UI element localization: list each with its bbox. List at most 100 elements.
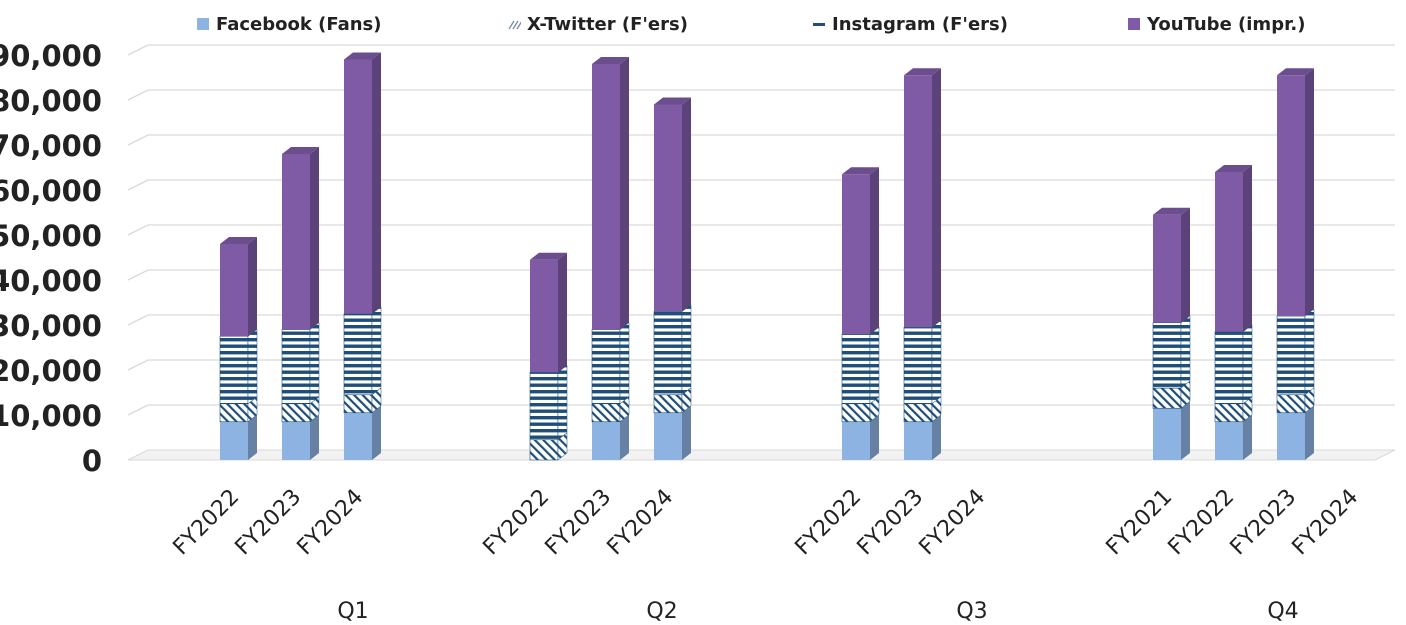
bar-segment (654, 97, 691, 312)
bar-side (681, 303, 692, 396)
x-tick-label: FY2023 (853, 485, 929, 561)
bar-segment (282, 147, 319, 330)
legend-swatch (1128, 18, 1140, 30)
y-tick-label: 0 (82, 444, 102, 478)
bars (219, 52, 1315, 461)
bar-side (1242, 324, 1253, 405)
y-tick-label: 90,000 (0, 39, 102, 73)
bar-side (1243, 165, 1252, 332)
bar-segment (343, 306, 382, 396)
y-tick-label: 70,000 (0, 129, 102, 163)
legend-label: Facebook (Fans) (216, 13, 382, 35)
bar-side (1243, 414, 1252, 460)
bar-top (1277, 68, 1314, 76)
bar-side (932, 68, 941, 328)
bar-front (841, 403, 871, 423)
x-tick-label: FY2021 (1102, 485, 1178, 561)
bar-top (1153, 207, 1190, 215)
bar-top (1215, 165, 1252, 172)
bar-front (1153, 214, 1181, 323)
bar-side (1181, 207, 1190, 323)
bar-front (653, 394, 683, 414)
y-tick-label: 60,000 (0, 174, 102, 208)
bar-side (1305, 405, 1314, 460)
bar-front (1215, 172, 1243, 332)
bar-front (282, 154, 310, 330)
bar-front (904, 75, 932, 328)
bar-side (309, 321, 320, 405)
x-tick-label: FY2024 (603, 485, 679, 561)
bar-side (1304, 308, 1315, 396)
gridline (127, 179, 1395, 191)
bar-front (219, 403, 249, 423)
chart-floor (127, 449, 1396, 461)
bar-side (869, 326, 880, 405)
bar-segment (591, 321, 630, 405)
gridline (127, 89, 1395, 101)
y-tick-label: 40,000 (0, 264, 102, 298)
bar-segment (904, 68, 941, 328)
gridline (127, 314, 1395, 326)
bar-side (931, 319, 942, 405)
bar-segment (841, 396, 880, 423)
bar-segment (654, 405, 691, 460)
bar-top (282, 147, 319, 154)
x-tick-label: FY2022 (791, 485, 867, 561)
bar-segment (1215, 165, 1252, 332)
bar-side (1305, 68, 1314, 316)
bar-front (654, 412, 682, 460)
bar-top (220, 237, 257, 244)
gridline (127, 404, 1395, 416)
gridlines (127, 44, 1396, 461)
bar-front (1215, 421, 1243, 460)
bar-segment (592, 57, 629, 330)
gridline (127, 359, 1395, 371)
legend-swatch (197, 18, 209, 30)
bar-side (619, 321, 630, 405)
bar-side (558, 252, 567, 373)
bar-side (682, 97, 691, 312)
group-label: Q4 (1267, 599, 1298, 624)
bar-front (842, 174, 870, 334)
x-tick-label: FY2024 (1288, 485, 1364, 561)
bar-side (372, 52, 381, 314)
bar-front (1276, 394, 1306, 414)
bar-side (870, 414, 879, 460)
bar-front (592, 64, 620, 330)
legend-swatch (813, 23, 825, 26)
x-tick-label: FY2023 (1226, 485, 1302, 561)
bar-segment (1277, 68, 1314, 316)
legend-item: X-Twitter (F'ers) (507, 10, 688, 38)
legend-item: YouTube (impr.) (1127, 10, 1305, 38)
bar-top (530, 252, 567, 260)
bar-segment (344, 405, 381, 460)
bar-front (1276, 315, 1306, 396)
bar-side (371, 306, 382, 396)
bar-segment (344, 52, 381, 314)
bar-segment (529, 364, 568, 441)
x-tick-label: FY2022 (1164, 485, 1240, 561)
bar-front (344, 412, 372, 460)
bar-front (1277, 412, 1305, 460)
bar-front (343, 313, 373, 396)
bar-segment (903, 319, 942, 405)
bar-front (903, 326, 933, 405)
bar-front (529, 371, 559, 441)
legend-item: Facebook (Fans) (196, 10, 382, 38)
bar-top (344, 52, 381, 60)
group-label: Q1 (337, 599, 368, 624)
bar-side (557, 364, 568, 441)
bar-segment (1276, 308, 1315, 396)
legend: Facebook (Fans) X-Twitter (F'ers) Instagra… (0, 10, 1406, 38)
x-tick-label: FY2024 (915, 485, 991, 561)
bar-front (1214, 331, 1244, 405)
bar-segment (1153, 207, 1190, 323)
bar-front (530, 259, 558, 373)
bar-segment (1277, 405, 1314, 460)
bar-top (592, 57, 629, 64)
bar-side (310, 147, 319, 330)
x-tick-label: FY2024 (293, 485, 369, 561)
x-tick-label: FY2022 (479, 485, 555, 561)
